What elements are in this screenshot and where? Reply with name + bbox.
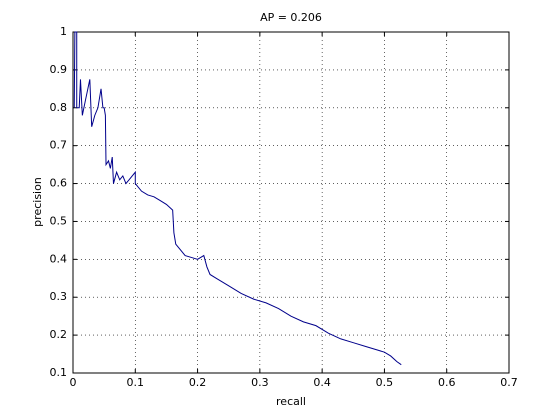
y-axis-label: precision [31, 177, 44, 227]
x-tick-label: 0 [70, 376, 77, 389]
pr-curve [73, 31, 402, 366]
x-tick-label: 0.7 [500, 376, 518, 389]
y-tick-label: 0.3 [50, 290, 68, 303]
x-tick-label: 0.6 [438, 376, 456, 389]
x-tick-label: 0.1 [127, 376, 145, 389]
plot-frame [72, 31, 510, 374]
x-tick-label: 0.3 [251, 376, 269, 389]
y-tick-label: 0.1 [50, 366, 68, 379]
chart-title: AP = 0.206 [260, 11, 322, 24]
y-tick-label: 1 [60, 25, 67, 38]
y-tick-label: 0.6 [50, 177, 68, 190]
y-tick-label: 0.2 [50, 328, 68, 341]
x-tick-label: 0.2 [189, 376, 207, 389]
y-tick-label: 0.5 [50, 214, 68, 227]
x-tick-label: 0.4 [313, 376, 331, 389]
y-tick-label: 0.9 [50, 63, 68, 76]
y-tick-label: 0.8 [50, 101, 68, 114]
x-axis-label: recall [276, 395, 306, 408]
y-tick-label: 0.7 [50, 139, 68, 152]
y-tick-label: 0.4 [50, 252, 68, 265]
x-tick-label: 0.5 [376, 376, 394, 389]
